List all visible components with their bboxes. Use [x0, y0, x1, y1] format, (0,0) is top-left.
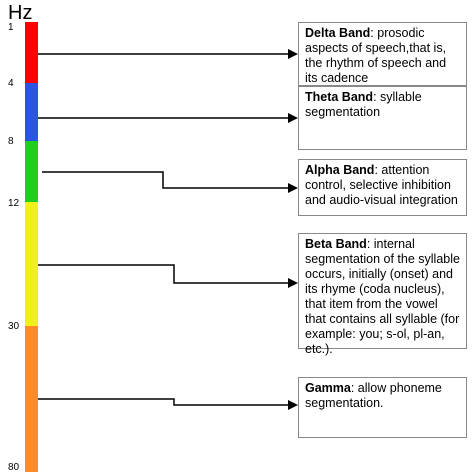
beta-connector	[38, 264, 288, 284]
gamma-band-name: Gamma	[305, 381, 351, 395]
tick-label-80: 80	[8, 462, 20, 473]
beta-arrowhead	[288, 278, 298, 288]
beta-band-description: : internal segmentation of the syllable …	[305, 237, 460, 356]
alpha-band-description: : attention control, selective inhibitio…	[305, 163, 458, 207]
alpha-band-segment	[25, 141, 38, 202]
delta-band-name: Delta Band	[305, 26, 371, 40]
alpha-arrowhead	[288, 183, 298, 193]
gamma-band-description: : allow phoneme segmentation.	[305, 381, 442, 410]
beta-band-box: Beta Band: internal segmentation of the …	[298, 233, 467, 356]
tick-label-8: 8	[8, 136, 14, 147]
gamma-band-segment	[25, 326, 38, 472]
delta-band-description: : prosodic aspects of speech,that is, th…	[305, 26, 447, 85]
delta-band-segment	[25, 22, 38, 83]
tick-label-12: 12	[8, 198, 20, 209]
gamma-arrowhead	[288, 400, 298, 410]
beta-band-segment	[25, 202, 38, 326]
gamma-band-box: Gamma: allow phoneme segmentation.	[298, 377, 467, 438]
delta-arrowhead	[288, 49, 298, 59]
alpha-connector	[42, 171, 288, 189]
theta-band-box: Theta Band: syllable segmentation	[298, 86, 467, 150]
tick-label-1: 1	[8, 22, 14, 33]
theta-band-name: Theta Band	[305, 90, 374, 104]
theta-band-description: : syllable segmentation	[305, 90, 422, 119]
alpha-band-name: Alpha Band	[305, 163, 375, 177]
theta-band-segment	[25, 83, 38, 141]
unit-label: Hz	[8, 2, 33, 24]
theta-arrowhead	[288, 113, 298, 123]
delta-band-box: Delta Band: prosodic aspects of speech,t…	[298, 22, 467, 86]
tick-label-4: 4	[8, 78, 14, 89]
gamma-connector	[38, 398, 288, 406]
alpha-band-box: Alpha Band: attention control, selective…	[298, 159, 467, 216]
beta-band-name: Beta Band	[305, 237, 367, 251]
tick-label-30: 30	[8, 321, 20, 332]
